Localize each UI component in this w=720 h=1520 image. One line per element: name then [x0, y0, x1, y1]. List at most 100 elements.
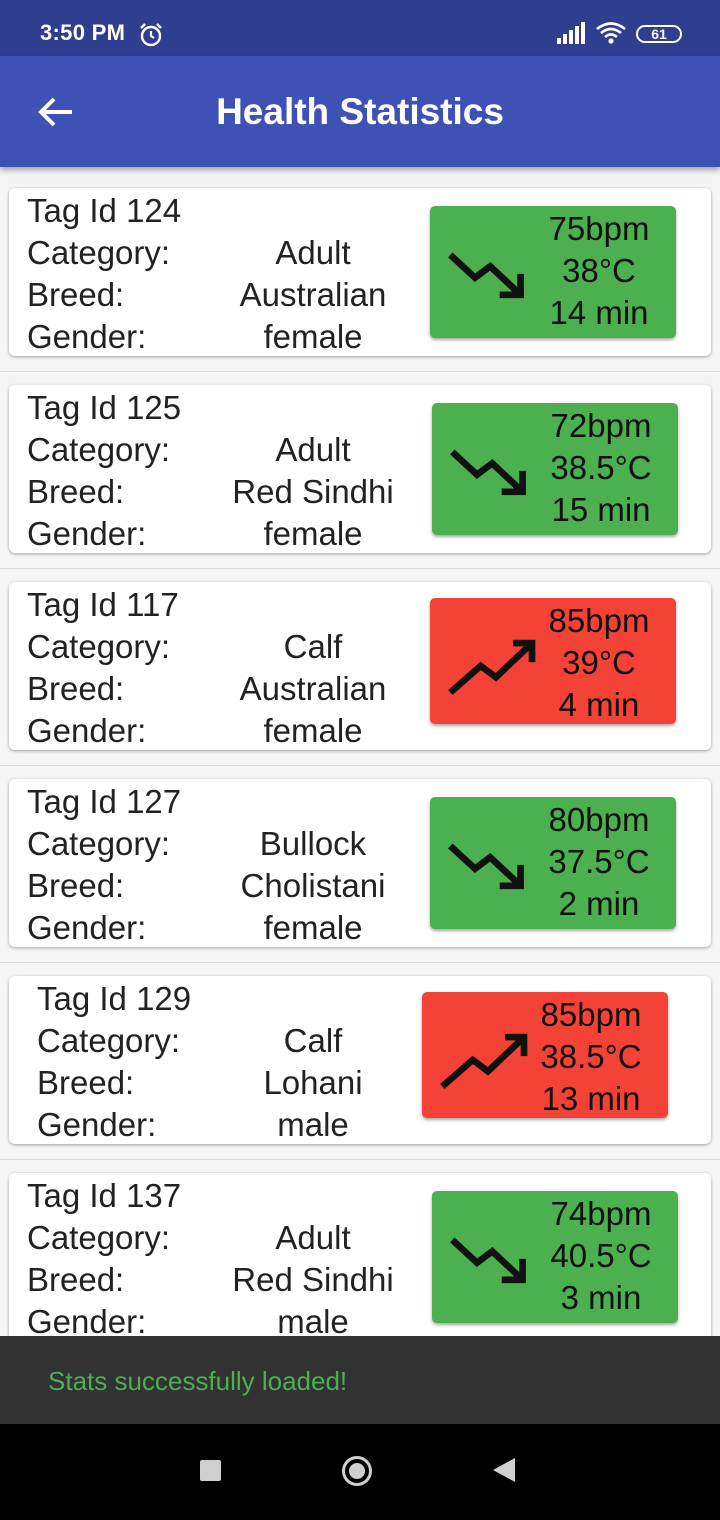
breed-value: Cholistani — [240, 867, 386, 904]
trend-up-icon — [448, 639, 536, 696]
gender-value: male — [277, 1303, 349, 1336]
gender-value: female — [263, 712, 363, 749]
toast-message: Stats successfully loaded! — [48, 1366, 348, 1396]
animal-list[interactable]: Tag Id 124 Category: Adult Breed: Australian… — [0, 167, 720, 1336]
heart-rate-value: 85bpm — [548, 602, 650, 639]
breed-label: Breed: — [27, 473, 125, 510]
category-label: Category: — [27, 234, 171, 271]
temperature-value: 37.5°C — [548, 843, 650, 880]
temperature-value: 39°C — [562, 644, 636, 681]
category-label: Category: — [27, 1219, 171, 1256]
elapsed-time-value: 2 min — [558, 885, 640, 922]
gender-value: female — [263, 515, 363, 552]
vitals-badge: 75bpm 38°C 14 min — [430, 206, 676, 338]
tag-id: Tag Id 127 — [27, 783, 182, 820]
breed-label: Breed: — [37, 1064, 135, 1101]
breed-label: Breed: — [27, 276, 125, 313]
gender-label: Gender: — [37, 1106, 157, 1143]
category-value: Adult — [275, 1219, 351, 1256]
elapsed-time-value: 13 min — [541, 1080, 641, 1117]
trend-down-icon — [450, 449, 526, 496]
breed-value: Australian — [239, 670, 387, 707]
elapsed-time-value: 14 min — [549, 294, 649, 331]
animal-card[interactable]: Tag Id 129 Category: Calf Breed: Lohani Gende… — [0, 976, 720, 1160]
trend-up-icon — [440, 1033, 528, 1090]
battery-icon: 61 — [636, 25, 682, 43]
divider — [0, 765, 720, 766]
breed-value: Lohani — [263, 1064, 363, 1101]
tag-id: Tag Id 125 — [27, 389, 182, 426]
gender-label: Gender: — [27, 318, 147, 355]
category-value: Bullock — [259, 825, 367, 862]
vitals-badge: 85bpm 38.5°C 13 min — [422, 992, 668, 1118]
breed-value: Australian — [239, 276, 387, 313]
tag-id: Tag Id 124 — [27, 192, 182, 229]
divider — [0, 568, 720, 569]
trend-down-icon — [448, 843, 524, 890]
trend-down-icon — [450, 1237, 526, 1284]
tag-id: Tag Id 117 — [27, 586, 179, 623]
category-value: Calf — [283, 1022, 343, 1059]
animal-card[interactable]: Tag Id 117 Category: Calf Breed: Australian G… — [0, 582, 720, 766]
temperature-value: 40.5°C — [550, 1237, 652, 1274]
breed-label: Breed: — [27, 867, 125, 904]
breed-label: Breed: — [27, 670, 125, 707]
heart-rate-value: 85bpm — [540, 996, 642, 1033]
heart-rate-value: 72bpm — [550, 407, 652, 444]
heart-rate-value: 75bpm — [548, 210, 650, 247]
temperature-value: 38.5°C — [550, 449, 652, 486]
toast-snackbar: Stats successfully loaded! — [0, 1336, 720, 1424]
temperature-value: 38.5°C — [540, 1038, 642, 1075]
gender-value: female — [263, 909, 363, 946]
breed-label: Breed: — [27, 1261, 125, 1298]
back-button[interactable] — [30, 90, 82, 134]
gender-label: Gender: — [27, 1303, 147, 1336]
system-back-button[interactable] — [493, 1458, 515, 1482]
category-label: Category: — [37, 1022, 181, 1059]
temperature-value: 38°C — [562, 252, 636, 289]
animal-card[interactable]: Tag Id 125 Category: Adult Breed: Red Sindhi… — [0, 385, 720, 569]
system-nav-bar — [0, 1424, 720, 1520]
arrow-left-icon — [38, 97, 72, 127]
home-button[interactable] — [342, 1456, 372, 1486]
app-bar: Health Statistics — [0, 56, 720, 167]
category-value: Adult — [275, 234, 351, 271]
vitals-badge: 74bpm 40.5°C 3 min — [432, 1191, 678, 1323]
category-value: Calf — [283, 628, 343, 665]
animal-card[interactable]: Tag Id 127 Category: Bullock Breed: Cholista… — [0, 779, 720, 963]
signal-icon — [557, 22, 585, 44]
wifi-icon — [596, 22, 626, 44]
alarm-icon — [140, 23, 162, 47]
category-label: Category: — [27, 431, 171, 468]
divider — [0, 371, 720, 372]
divider — [0, 962, 720, 963]
page-title: Health Statistics — [216, 91, 504, 132]
vitals-badge: 85bpm 39°C 4 min — [430, 598, 676, 724]
elapsed-time-value: 4 min — [558, 686, 640, 723]
heart-rate-value: 74bpm — [550, 1195, 652, 1232]
category-label: Category: — [27, 628, 171, 665]
elapsed-time-value: 15 min — [551, 491, 651, 528]
gender-value: female — [263, 318, 363, 355]
tag-id: Tag Id 137 — [27, 1177, 182, 1214]
status-time: 3:50 PM — [40, 20, 126, 45]
vitals-badge: 72bpm 38.5°C 15 min — [432, 403, 678, 535]
category-value: Adult — [275, 431, 351, 468]
status-bar: 3:50 PM 61 — [0, 0, 720, 56]
vitals-badge: 80bpm 37.5°C 2 min — [430, 797, 676, 929]
category-label: Category: — [27, 825, 171, 862]
gender-label: Gender: — [27, 515, 147, 552]
divider — [0, 1159, 720, 1160]
heart-rate-value: 80bpm — [548, 801, 650, 838]
breed-value: Red Sindhi — [232, 1261, 394, 1298]
animal-card[interactable]: Tag Id 124 Category: Adult Breed: Australian… — [0, 188, 720, 372]
animal-card[interactable]: Tag Id 137 Category: Adult Breed: Red Sindhi… — [9, 1173, 711, 1336]
tag-id: Tag Id 129 — [37, 980, 192, 1017]
trend-down-icon — [448, 252, 524, 299]
recent-apps-button[interactable] — [200, 1460, 221, 1481]
gender-value: male — [277, 1106, 349, 1143]
gender-label: Gender: — [27, 909, 147, 946]
elapsed-time-value: 3 min — [560, 1279, 642, 1316]
gender-label: Gender: — [27, 712, 147, 749]
breed-value: Red Sindhi — [232, 473, 394, 510]
